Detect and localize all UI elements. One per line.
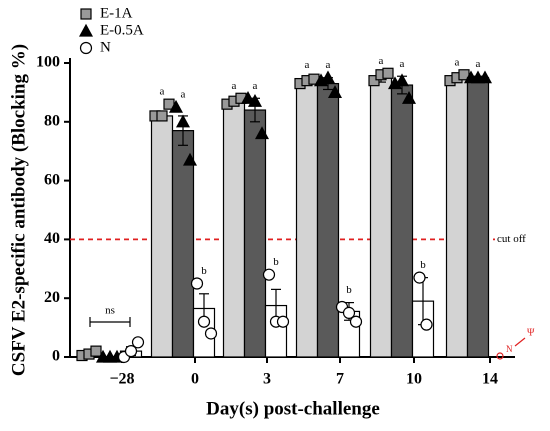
point	[401, 91, 417, 104]
y-tick-label: 0	[52, 348, 60, 365]
red-symbol: Ψ	[527, 327, 535, 338]
x-axis-label: Day(s) post-challenge	[206, 398, 380, 419]
bar	[316, 82, 340, 358]
point	[368, 75, 380, 87]
bar	[445, 77, 469, 358]
y-tick-label: 60	[44, 171, 60, 188]
point	[240, 91, 256, 104]
y-tick-label: 100	[36, 54, 60, 71]
point	[182, 152, 198, 166]
point	[168, 99, 184, 113]
significance-letter: b	[201, 265, 207, 277]
point	[131, 336, 145, 349]
significance-letter: a	[181, 89, 186, 101]
y-tick-label: 40	[44, 230, 60, 247]
red-marker-label: N	[506, 344, 513, 354]
significance-letter: b	[346, 284, 352, 296]
x-tick-label: 10	[406, 371, 422, 388]
point	[190, 277, 204, 290]
y-tick-label: 20	[44, 289, 60, 306]
x-tick-label: 14	[482, 371, 498, 388]
bar	[150, 115, 174, 358]
significance-letter: a	[305, 59, 310, 71]
point	[124, 345, 138, 358]
cutoff-label: cut off	[497, 233, 526, 245]
legend-label: E-0.5A	[100, 22, 144, 38]
significance-letter: a	[326, 59, 331, 71]
x-tick-label: −28	[109, 371, 134, 388]
bar	[295, 80, 319, 358]
legend-label: E-1A	[100, 5, 133, 21]
x-tick-label: 0	[191, 371, 199, 388]
significance-letter: a	[379, 55, 384, 67]
legend-label: N	[100, 39, 111, 55]
ns-label: ns	[105, 305, 115, 317]
legend-marker	[80, 8, 92, 20]
significance-letter: a	[400, 58, 405, 70]
significance-letter: a	[455, 56, 460, 68]
bar	[466, 77, 490, 358]
y-tick-label: 80	[44, 112, 60, 129]
significance-letter: a	[253, 80, 258, 92]
y-axis-label: CSFV E2-specific antibody (Blocking %)	[8, 44, 29, 376]
point	[477, 70, 493, 84]
point	[254, 126, 270, 140]
point	[349, 315, 363, 328]
point	[327, 85, 343, 99]
bar	[243, 109, 267, 358]
point	[156, 110, 168, 122]
point	[342, 306, 356, 319]
red-marker	[496, 352, 504, 360]
point	[413, 271, 426, 284]
significance-letter: b	[420, 259, 426, 271]
point	[262, 268, 276, 281]
bar	[222, 102, 246, 358]
bar	[390, 84, 414, 358]
point	[276, 315, 290, 328]
legend-marker	[79, 41, 93, 55]
legend-marker	[78, 23, 94, 37]
point	[382, 67, 394, 79]
point	[247, 93, 263, 107]
point	[420, 318, 433, 331]
point	[320, 70, 336, 84]
significance-letter: a	[232, 80, 237, 92]
significance-letter: a	[160, 86, 165, 98]
x-tick-label: 3	[263, 371, 271, 388]
point	[197, 315, 211, 328]
red-arrow	[514, 337, 526, 347]
point	[394, 73, 410, 87]
x-tick-label: 7	[336, 371, 344, 388]
significance-letter: b	[273, 256, 279, 268]
point	[204, 327, 218, 340]
bar	[369, 77, 393, 358]
point	[175, 114, 191, 128]
significance-letter: a	[476, 58, 481, 70]
point	[90, 345, 102, 357]
